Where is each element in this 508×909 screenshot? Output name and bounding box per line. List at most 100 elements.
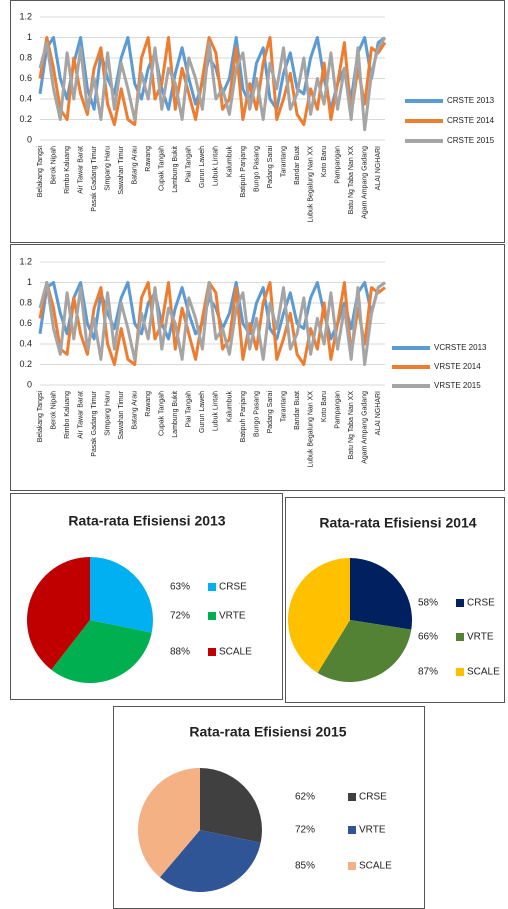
x-tick-label: Padang Sarai [267, 391, 274, 434]
chart-frame [10, 493, 283, 700]
y-tick-label: 0 [27, 134, 32, 144]
x-tick-label: Gurun Laweh [199, 391, 206, 433]
x-tick-label: ALAI NGHARI [375, 391, 382, 435]
line-series [38, 281, 386, 366]
x-tick-label: Batipuh Panjang [240, 146, 247, 197]
x-tick-label: Rimbo Kaluang [64, 146, 71, 194]
x-tick-label: Berok Nipah [50, 391, 57, 430]
x-tick-label: Air Tawar Barat [77, 391, 84, 439]
x-tick-label: Tarantang [280, 146, 287, 177]
x-tick-label: Bungo Pasang [253, 146, 260, 192]
pie-slice [317, 620, 412, 682]
legend-swatch [348, 826, 356, 834]
y-tick-label: 1 [27, 277, 32, 287]
x-tick-label: Air Tawar Barat [77, 146, 84, 194]
value-label: 87% [418, 667, 438, 678]
y-tick-label: 0.8 [19, 297, 32, 307]
x-tick-label: Piai Tangah [186, 146, 193, 183]
legend-label: VRSTE 2015 [434, 381, 481, 390]
legend-swatch [348, 862, 356, 870]
x-tick-label: Koto Baru [321, 146, 328, 177]
x-tick-label: Pasak Gadang Timur [91, 390, 98, 456]
x-tick-label: Batu Ng Taba Nan XX [348, 146, 355, 215]
y-tick-label: 0.6 [19, 73, 32, 83]
legend-label: VRTE [467, 632, 494, 643]
x-tick-label: Sawahan Timur [118, 390, 125, 439]
legend-label: VRSTE 2014 [434, 362, 481, 371]
legend-label: VRTE [359, 825, 386, 836]
x-tick-label: Bandar Buat [294, 391, 301, 430]
value-label: 63% [170, 582, 190, 593]
x-tick-label: Tarantang [280, 391, 287, 422]
x-tick-label: Cupak Tangah [159, 146, 166, 191]
value-label: 62% [295, 792, 315, 803]
pie-slice [159, 830, 261, 892]
legend-swatch [456, 599, 464, 607]
pie-slice [200, 768, 262, 843]
y-tick-label: 0.6 [19, 318, 32, 328]
x-tick-label: Kalumbuk [226, 391, 233, 423]
x-tick-label: Belakang Tangsi [37, 146, 44, 198]
pie-slice [287, 558, 350, 673]
y-tick-label: 0.8 [19, 52, 32, 62]
x-tick-label: Pampangan [334, 391, 341, 429]
legend-label: VRTE [219, 611, 246, 622]
chart-frame [10, 0, 505, 243]
value-label: 88% [170, 647, 190, 658]
x-tick-label: Lubuk Begalung Nan XX [307, 391, 314, 468]
legend-label: CRSE [359, 792, 387, 803]
value-label: 72% [170, 611, 190, 622]
legend-label: CRSTE 2014 [447, 116, 495, 125]
y-tick-label: 1.2 [19, 11, 32, 21]
legend-swatch [348, 793, 356, 801]
x-tick-label: Kalumbuk [226, 146, 233, 178]
y-tick-label: 1.2 [19, 256, 32, 266]
x-tick-label: Rawang [145, 391, 152, 417]
x-tick-label: Lambung Bukit [172, 391, 179, 438]
x-tick-label: Agam Ampang Gadang [362, 146, 369, 219]
x-tick-label: Batu Ng Taba Nan XX [348, 391, 355, 460]
legend-swatch [456, 633, 464, 641]
pie-slice [26, 557, 90, 670]
legend-label: CRSTE 2013 [447, 96, 495, 105]
x-tick-label: Agam Ampang Gadang [362, 391, 369, 464]
legend-label: SCALE [359, 861, 392, 872]
x-tick-label: Bandar Buat [294, 146, 301, 185]
legend-swatch [456, 668, 464, 676]
x-tick-label: ALAI NGHARI [375, 146, 382, 190]
chart-title: Rata-rata Efisiensi 2013 [68, 513, 225, 529]
x-tick-label: Lubuk Begalung Nan XX [307, 146, 314, 223]
x-tick-label: Pasak Gadang Timur [91, 145, 98, 211]
legend-label: CRSE [467, 598, 495, 609]
x-tick-label: Lambung Bukit [172, 146, 179, 193]
x-tick-label: Simpang Haru [104, 391, 111, 436]
line-series [38, 36, 387, 127]
x-tick-label: Gurun Laweh [199, 146, 206, 188]
pie-slice [90, 557, 153, 633]
y-tick-label: 0.2 [19, 359, 32, 369]
chart-title: Rata-rata Efisiensi 2015 [189, 724, 346, 740]
line-series [38, 36, 387, 132]
x-tick-label: Koto Baru [321, 391, 328, 422]
legend-label: CRSTE 2015 [447, 136, 495, 145]
x-tick-label: Lubuk Lintah [213, 146, 220, 186]
value-label: 72% [295, 825, 315, 836]
y-tick-label: 0 [27, 379, 32, 389]
pie-slice [138, 768, 200, 878]
chart-frame [285, 497, 505, 703]
x-tick-label: Bungo Pasang [253, 391, 260, 437]
x-tick-label: Berok Nipah [50, 146, 57, 185]
x-tick-label: Piai Tangah [186, 391, 193, 428]
x-tick-label: Rawang [145, 146, 152, 172]
x-tick-label: Simpang Haru [104, 146, 111, 191]
legend-swatch [208, 583, 216, 591]
x-tick-label: Lubuk Lintah [213, 391, 220, 431]
x-tick-label: Pampangan [334, 146, 341, 184]
y-tick-label: 1 [27, 32, 32, 42]
pie-slice [350, 558, 412, 630]
legend-label: VCRSTE 2013 [434, 343, 487, 352]
legend-label: SCALE [467, 667, 500, 678]
x-tick-label: Belakang Tangsi [37, 391, 44, 443]
chart-frame [10, 244, 505, 491]
